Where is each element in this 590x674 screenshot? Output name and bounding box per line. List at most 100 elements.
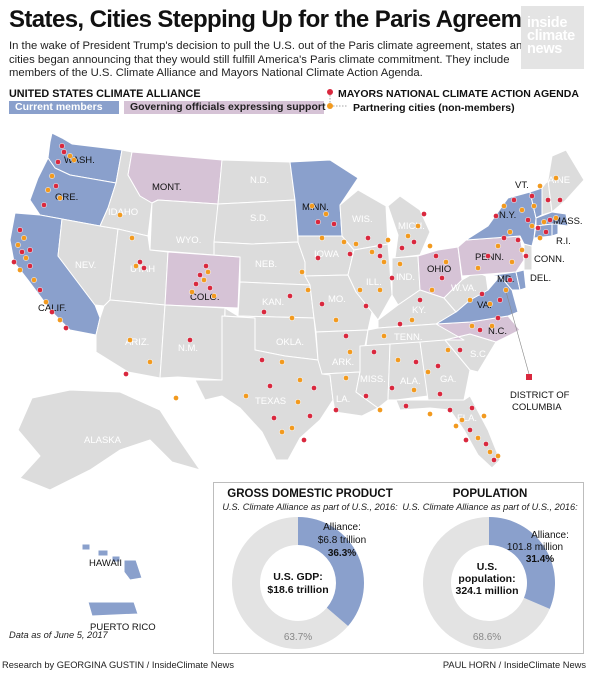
partner-city-dot [45,187,51,193]
partner-city-dot [481,413,487,419]
state-new-york [465,191,537,247]
partner-city-dot [425,369,431,375]
partner-city-dot [299,269,305,275]
partner-city-dot [31,277,37,283]
mayor-city-dot [477,327,483,333]
state-michigan [387,195,431,259]
label-md: MD. [497,274,514,285]
intro-line: members of the U.S. Climate Alliance and… [9,67,423,80]
mayor-city-dot [389,385,395,391]
mayor-city-dot [41,202,47,208]
partner-city-dot [43,299,49,305]
gdp-heading: GROSS DOMESTIC PRODUCT [227,488,393,500]
state-maryland [485,271,521,291]
label-co: COLO. [190,292,220,303]
partner-city-dot [377,407,383,413]
partner-city-dot [443,259,449,265]
mayor-city-dot [467,427,473,433]
partner-city-dot [475,265,481,271]
partner-city-dot [129,235,135,241]
supporting-label: Governing officials expressing support [130,101,326,113]
partner-city-dot [201,277,207,283]
partner-city-dot [501,203,507,209]
intro-line: cities began announcing that they would … [9,53,510,66]
label-ny: N.Y. [499,210,516,221]
partner-city-dot [385,237,391,243]
partner-city-dot [397,261,403,267]
partner-city-dot [17,267,23,273]
state-florida [395,395,501,469]
state-west-virginia [443,271,489,313]
mayor-city-dot [447,407,453,413]
partnering-legend-label: Partnering cities (non-members) [353,102,515,114]
footer-design-credit: PAUL HORN / InsideClimate News [442,660,586,670]
label-wv: W.VA. [451,283,477,294]
label-tx: TEXAS [255,396,286,407]
mayor-city-dot [63,325,69,331]
partner-city-dot [341,239,347,245]
mayor-city-dot [439,275,445,281]
state-texas [194,315,334,461]
partner-city-dot [15,242,21,248]
mayor-city-dot [497,297,503,303]
partner-city-dot [333,317,339,323]
partner-city-dot [427,243,433,249]
partner-city-dot [509,259,515,265]
mayor-city-dot [507,277,513,283]
mayor-city-dot [267,383,273,389]
mayor-city-dot [417,297,423,303]
mayor-city-dot [377,253,383,259]
partner-city-dot [507,229,513,235]
mayor-city-dot [413,359,419,365]
partner-city-dot [415,223,421,229]
mayor-city-dot [197,272,203,278]
mayor-city-dot [141,265,147,271]
partner-city-dot [459,417,465,423]
mayor-city-dot [319,301,325,307]
population-subheading: U.S. Climate Alliance as part of U.S., 2… [402,502,578,512]
state-rhode-island [551,223,559,237]
partner-city-dot [305,287,311,293]
label-de: DEL. [530,273,551,284]
partner-city-dot [127,337,133,343]
mayor-city-dot [437,391,443,397]
partner-city-dot [309,203,315,209]
mayor-city-dot [49,309,55,315]
label-ri: R.I. [556,236,571,247]
partner-city-dot [529,223,535,229]
mayor-city-dot [547,217,553,223]
mayor-city-dot [347,251,353,257]
mayor-city-dot [53,183,59,189]
partner-city-dot [57,195,63,201]
partner-city-dot [487,449,493,455]
mayor-city-dot [433,253,439,259]
partner-city-dot [343,375,349,381]
label-or: ORE. [55,192,78,203]
partner-city-dot [495,243,501,249]
mayor-city-dot [301,437,307,443]
label-ar: ARK. [332,357,354,368]
partner-city-dot [531,203,537,209]
label-id: IDAHO [108,207,138,218]
label-ia: IOWA [314,249,340,260]
mayor-city-dot [261,309,267,315]
mayor-city-dot [529,193,535,199]
partner-city-dot [381,333,387,339]
partner-city-dot [71,157,77,163]
mayor-city-dot [495,315,501,321]
population-heading: POPULATION [452,488,528,500]
supporting-swatch [124,101,324,114]
mayor-city-dot [365,235,371,241]
partner-city-dot [489,323,495,329]
mayor-city-dot [525,217,531,223]
mayor-city-dot [491,457,497,463]
mayor-city-dot [123,371,129,377]
partner-city-dot [23,255,29,261]
insideclimate-news-logo: inside climate news [521,6,584,69]
mayor-city-dot [61,149,67,155]
mayor-city-dot [435,363,441,369]
partner-city-dot [519,247,525,253]
partner-city-dot [117,212,123,218]
mayor-city-dot [557,197,563,203]
